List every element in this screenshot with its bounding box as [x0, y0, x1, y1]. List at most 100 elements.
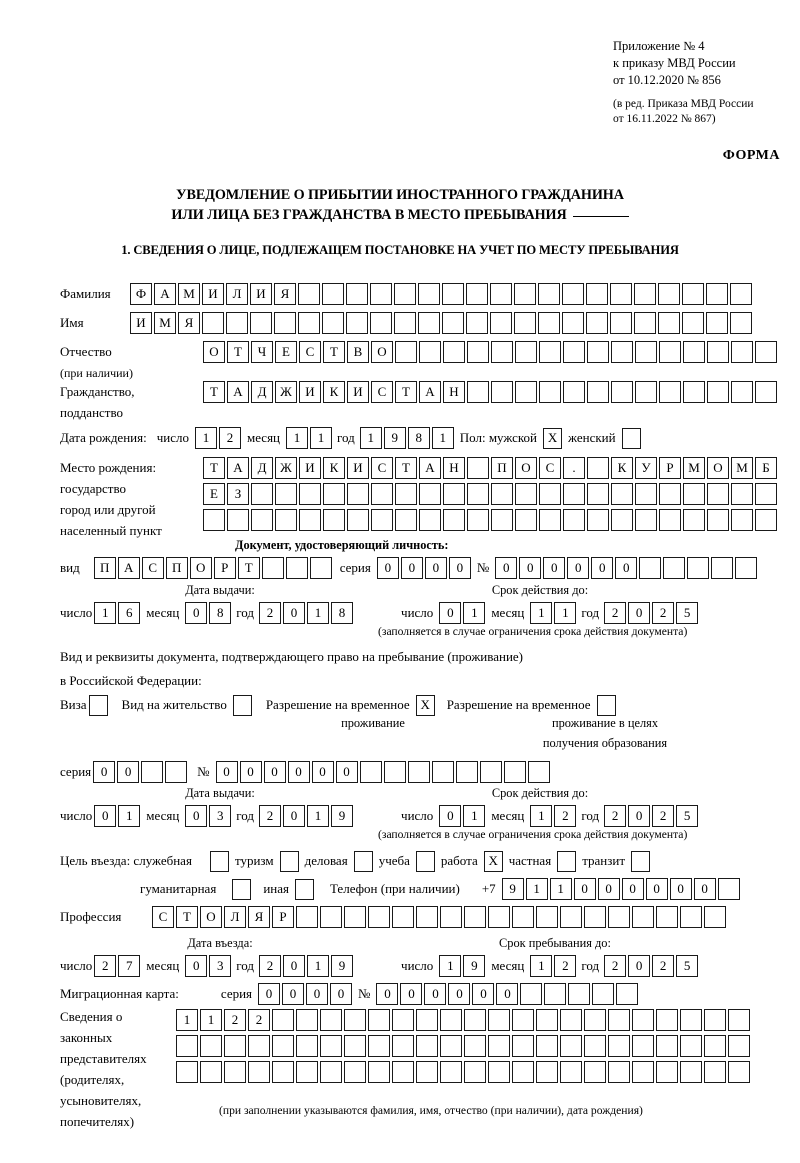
char-cell[interactable]: 2: [604, 805, 627, 827]
char-cell[interactable]: [680, 1009, 702, 1031]
sex-female-checkbox[interactable]: [621, 427, 641, 449]
char-cell[interactable]: 1: [530, 602, 553, 624]
char-cell[interactable]: [224, 1061, 246, 1083]
char-cell[interactable]: 0: [669, 878, 692, 900]
purpose-study-checkbox[interactable]: [415, 850, 435, 872]
char-cell[interactable]: [512, 1009, 534, 1031]
char-cell[interactable]: [632, 1035, 654, 1057]
char-cell[interactable]: С: [152, 906, 174, 928]
char-cell[interactable]: 0: [628, 805, 651, 827]
char-cell[interactable]: [514, 283, 536, 305]
char-cell[interactable]: [368, 1009, 390, 1031]
char-cell[interactable]: [608, 1009, 630, 1031]
char-cell[interactable]: П: [491, 457, 513, 479]
char-cell[interactable]: [346, 283, 368, 305]
char-cell[interactable]: [728, 1061, 750, 1083]
char-cell[interactable]: [536, 1009, 558, 1031]
char-cell[interactable]: [275, 483, 297, 505]
char-cell[interactable]: [200, 1061, 222, 1083]
char-cell[interactable]: [251, 483, 273, 505]
char-cell[interactable]: [285, 557, 308, 579]
char-cell[interactable]: 2: [604, 602, 627, 624]
char-cell[interactable]: [344, 1009, 366, 1031]
char-cell[interactable]: [635, 483, 657, 505]
char-cell[interactable]: [322, 312, 344, 334]
char-cell[interactable]: [563, 483, 585, 505]
char-cell[interactable]: 0: [283, 955, 306, 977]
char-cell[interactable]: [296, 1061, 318, 1083]
char-cell[interactable]: 1: [307, 955, 330, 977]
char-cell[interactable]: 0: [628, 602, 651, 624]
char-cell[interactable]: [611, 341, 633, 363]
char-cell[interactable]: [616, 983, 639, 1005]
char-cell[interactable]: [707, 509, 729, 531]
char-cell[interactable]: 0: [400, 557, 423, 579]
purpose-business-checkbox[interactable]: [353, 850, 373, 872]
char-cell[interactable]: [320, 906, 342, 928]
char-cell[interactable]: [586, 283, 608, 305]
purpose-humanitarian-checkbox[interactable]: [232, 878, 252, 900]
char-cell[interactable]: Т: [395, 457, 417, 479]
char-cell[interactable]: [395, 341, 417, 363]
char-cell[interactable]: 1: [439, 955, 462, 977]
char-cell[interactable]: [368, 1061, 390, 1083]
char-cell[interactable]: [200, 1035, 222, 1057]
char-cell[interactable]: [279, 850, 299, 872]
char-cell[interactable]: [635, 341, 657, 363]
char-cell[interactable]: [728, 1009, 750, 1031]
purpose-other-checkbox[interactable]: [294, 878, 314, 900]
char-cell[interactable]: И: [299, 381, 321, 403]
char-cell[interactable]: [491, 483, 513, 505]
char-cell[interactable]: [658, 283, 680, 305]
char-cell[interactable]: [562, 283, 584, 305]
char-cell[interactable]: 2: [218, 427, 241, 449]
char-cell[interactable]: [203, 509, 225, 531]
char-cell[interactable]: М: [731, 457, 753, 479]
char-cell[interactable]: [539, 381, 561, 403]
char-cell[interactable]: 0: [311, 761, 334, 783]
char-cell[interactable]: .: [563, 457, 585, 479]
char-cell[interactable]: А: [154, 283, 176, 305]
temp-residence-checkbox[interactable]: X: [415, 694, 435, 716]
char-cell[interactable]: [568, 983, 591, 1005]
char-cell[interactable]: X: [415, 694, 435, 716]
char-cell[interactable]: [488, 906, 510, 928]
char-cell[interactable]: М: [178, 283, 200, 305]
char-cell[interactable]: 1: [176, 1009, 198, 1031]
char-cell[interactable]: [611, 381, 633, 403]
char-cell[interactable]: [392, 1009, 414, 1031]
char-cell[interactable]: 0: [495, 557, 518, 579]
char-cell[interactable]: 1: [463, 805, 486, 827]
char-cell[interactable]: [226, 312, 248, 334]
char-cell[interactable]: 8: [407, 427, 430, 449]
char-cell[interactable]: 0: [621, 878, 644, 900]
char-cell[interactable]: [659, 509, 681, 531]
char-cell[interactable]: [299, 483, 321, 505]
char-cell[interactable]: [165, 761, 188, 783]
purpose-official-checkbox[interactable]: [209, 850, 229, 872]
char-cell[interactable]: 0: [573, 878, 596, 900]
char-cell[interactable]: [323, 483, 345, 505]
char-cell[interactable]: [560, 1035, 582, 1057]
char-cell[interactable]: [515, 509, 537, 531]
char-cell[interactable]: [632, 1061, 654, 1083]
char-cell[interactable]: 0: [645, 878, 668, 900]
char-cell[interactable]: [394, 312, 416, 334]
char-cell[interactable]: [467, 381, 489, 403]
char-cell[interactable]: К: [323, 457, 345, 479]
char-cell[interactable]: 1: [530, 955, 553, 977]
char-cell[interactable]: [515, 483, 537, 505]
char-cell[interactable]: 1: [359, 427, 382, 449]
char-cell[interactable]: [587, 341, 609, 363]
char-cell[interactable]: [141, 761, 164, 783]
char-cell[interactable]: 1: [463, 602, 486, 624]
char-cell[interactable]: [717, 878, 740, 900]
char-cell[interactable]: [731, 381, 753, 403]
char-cell[interactable]: [539, 483, 561, 505]
char-cell[interactable]: [755, 341, 777, 363]
char-cell[interactable]: Я: [274, 283, 296, 305]
